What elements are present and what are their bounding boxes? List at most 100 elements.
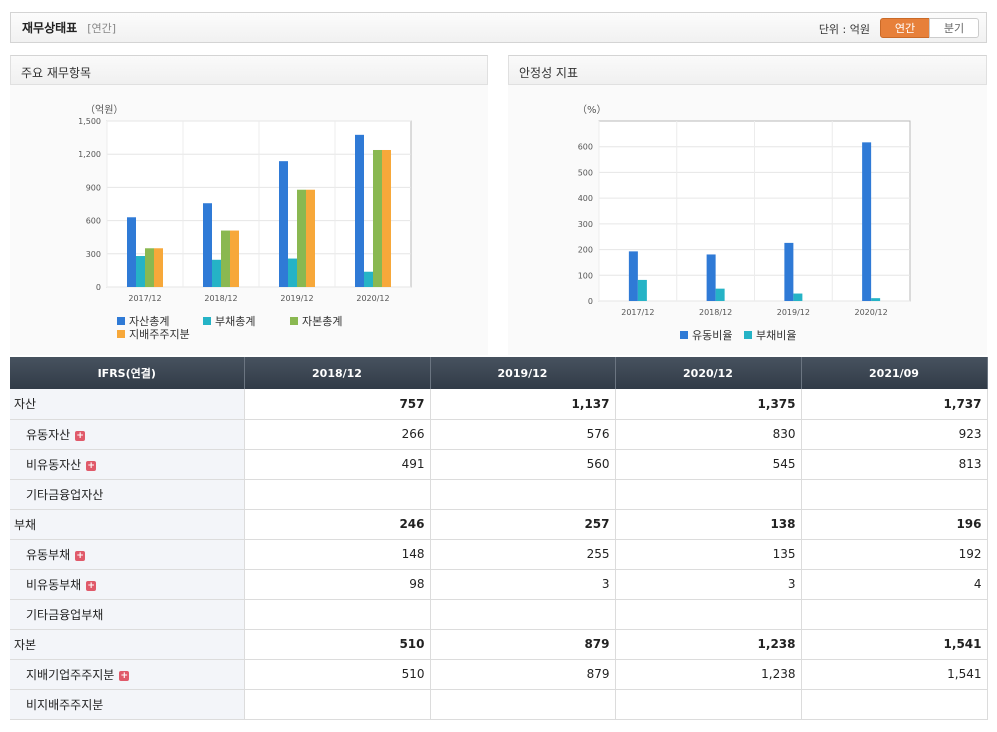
stability-panel: 안정성 지표 （%） 0 100 200 300 400 500 600 2017/12 2018… bbox=[508, 55, 987, 355]
table-row: 지배기업주주지분 +510 879 1,238 1,541 bbox=[10, 659, 988, 690]
period-header: 2020/12 bbox=[615, 357, 802, 389]
y-tick-label: 1,200 bbox=[78, 150, 101, 159]
y-tick-label: 300 bbox=[578, 220, 593, 229]
value-cell: 148 bbox=[244, 539, 431, 570]
expand-plus-icon[interactable]: + bbox=[75, 550, 86, 561]
bar-지배주주지분 bbox=[382, 149, 391, 287]
row-label-cell: 기타금융업부채 bbox=[10, 599, 245, 630]
key-financials-chart: （억원） 0 300 600 900 1,200 1,500 2017/12 2018/12 20… bbox=[78, 104, 412, 341]
bar-부채비율 bbox=[793, 293, 803, 301]
value-cell: 1,375 bbox=[615, 389, 802, 420]
bar-자본총계 bbox=[145, 248, 154, 287]
table-corner-header: IFRS(연결) bbox=[10, 357, 245, 389]
expand-plus-icon[interactable]: + bbox=[86, 580, 97, 591]
table-row: 기타금융업부채 bbox=[10, 599, 988, 630]
bar-자본총계 bbox=[373, 149, 382, 287]
x-tick-label: 2018/12 bbox=[204, 294, 237, 303]
legend-label: 자본총계 bbox=[302, 315, 342, 328]
legend-swatch bbox=[744, 331, 752, 339]
legend-label: 자산총계 bbox=[129, 315, 169, 328]
bar-부채총계 bbox=[288, 258, 297, 287]
legend-swatch bbox=[680, 331, 688, 339]
value-cell: 510 bbox=[244, 629, 431, 660]
bar-유동비율 bbox=[862, 142, 872, 301]
row-label-cell: 비유동자산 + bbox=[10, 449, 245, 480]
value-cell: 757 bbox=[244, 389, 431, 420]
y-tick-label: 0 bbox=[96, 283, 101, 292]
annual-tab-button[interactable]: 연간 bbox=[880, 18, 930, 38]
expand-plus-icon[interactable]: + bbox=[119, 670, 130, 681]
stability-chart: （%） 0 100 200 300 400 500 600 2017/12 2018/12 2019… bbox=[577, 104, 911, 342]
table-row: 비유동부채 +98 3 3 4 bbox=[10, 569, 988, 600]
row-label: 기타금융업부채 bbox=[26, 607, 104, 622]
quarter-tab-button[interactable]: 분기 bbox=[929, 18, 979, 38]
bar-유동비율 bbox=[706, 254, 716, 301]
row-label-cell: 자산 bbox=[10, 389, 245, 420]
value-cell: 1,238 bbox=[615, 629, 802, 660]
value-cell: 255 bbox=[430, 539, 616, 570]
y-tick-label: 900 bbox=[86, 183, 101, 192]
balance-sheet-table: IFRS(연결) 2018/12 2019/12 2020/12 2021/09… bbox=[10, 357, 988, 720]
bar-유동비율 bbox=[628, 251, 638, 301]
value-cell: 3 bbox=[615, 569, 802, 600]
value-cell: 4 bbox=[801, 569, 988, 600]
table-row: 자산 757 1,137 1,375 1,737 bbox=[10, 389, 988, 420]
period-header: 2019/12 bbox=[430, 357, 616, 389]
value-cell: 192 bbox=[801, 539, 988, 570]
value-cell bbox=[615, 599, 802, 630]
x-tick-label: 2018/12 bbox=[699, 308, 732, 317]
expand-plus-icon[interactable]: + bbox=[86, 460, 97, 471]
value-cell: 98 bbox=[244, 569, 431, 600]
row-label-cell: 지배기업주주지분 + bbox=[10, 659, 245, 690]
row-label-cell: 비지배주주지분 bbox=[10, 689, 245, 720]
value-cell: 923 bbox=[801, 419, 988, 450]
value-cell bbox=[801, 479, 988, 510]
stability-title: 안정성 지표 bbox=[508, 55, 987, 85]
row-label: 유동자산 bbox=[26, 427, 71, 442]
expand-plus-icon[interactable]: + bbox=[75, 430, 86, 441]
value-cell: 545 bbox=[615, 449, 802, 480]
value-cell: 1,238 bbox=[615, 659, 802, 690]
y-tick-label: 300 bbox=[86, 250, 101, 259]
row-label: 지배기업주주지분 bbox=[26, 667, 115, 682]
value-cell: 266 bbox=[244, 419, 431, 450]
row-label-cell: 부채 bbox=[10, 509, 245, 540]
row-label-cell: 자본 bbox=[10, 629, 245, 660]
period-header: 2018/12 bbox=[244, 357, 431, 389]
value-cell bbox=[801, 599, 988, 630]
bar-자산총계 bbox=[279, 161, 288, 287]
value-cell: 246 bbox=[244, 509, 431, 540]
period-header: 2021/09 bbox=[801, 357, 988, 389]
bar-자산총계 bbox=[127, 217, 136, 287]
legend-swatch bbox=[203, 317, 211, 325]
bar-부채총계 bbox=[364, 271, 373, 287]
value-cell bbox=[244, 599, 431, 630]
legend-label: 부채총계 bbox=[215, 315, 255, 328]
section-title: 재무상태표 bbox=[22, 21, 78, 35]
bar-지배주주지분 bbox=[154, 248, 163, 287]
value-cell bbox=[430, 479, 616, 510]
x-tick-label: 2017/12 bbox=[128, 294, 161, 303]
value-cell: 1,137 bbox=[430, 389, 616, 420]
x-tick-label: 2020/12 bbox=[855, 308, 888, 317]
value-cell: 830 bbox=[615, 419, 802, 450]
row-label: 자산 bbox=[14, 397, 37, 412]
value-cell: 135 bbox=[615, 539, 802, 570]
legend-label: 지배주주지분 bbox=[129, 328, 190, 341]
row-label-cell: 기타금융업자산 bbox=[10, 479, 245, 510]
bar-자산총계 bbox=[203, 203, 212, 287]
row-label: 비유동부채 bbox=[26, 577, 82, 592]
value-cell: 1,541 bbox=[801, 659, 988, 690]
chart-unit-label: （억원） bbox=[85, 104, 123, 116]
legend-swatch bbox=[117, 317, 125, 325]
legend-swatch bbox=[117, 330, 125, 338]
table-row: 비지배주주지분 bbox=[10, 689, 988, 720]
key-financials-panel: 주요 재무항목 （억원） 0 300 600 900 1,200 1,500 2017/12 2… bbox=[10, 55, 488, 355]
table-row: 부채 246 257 138 196 bbox=[10, 509, 988, 540]
bar-자본총계 bbox=[297, 189, 306, 287]
value-cell: 491 bbox=[244, 449, 431, 480]
row-label: 비지배주주지분 bbox=[26, 697, 104, 712]
value-cell bbox=[244, 689, 431, 720]
value-cell: 560 bbox=[430, 449, 616, 480]
section-period-label: [연간] bbox=[87, 21, 117, 35]
